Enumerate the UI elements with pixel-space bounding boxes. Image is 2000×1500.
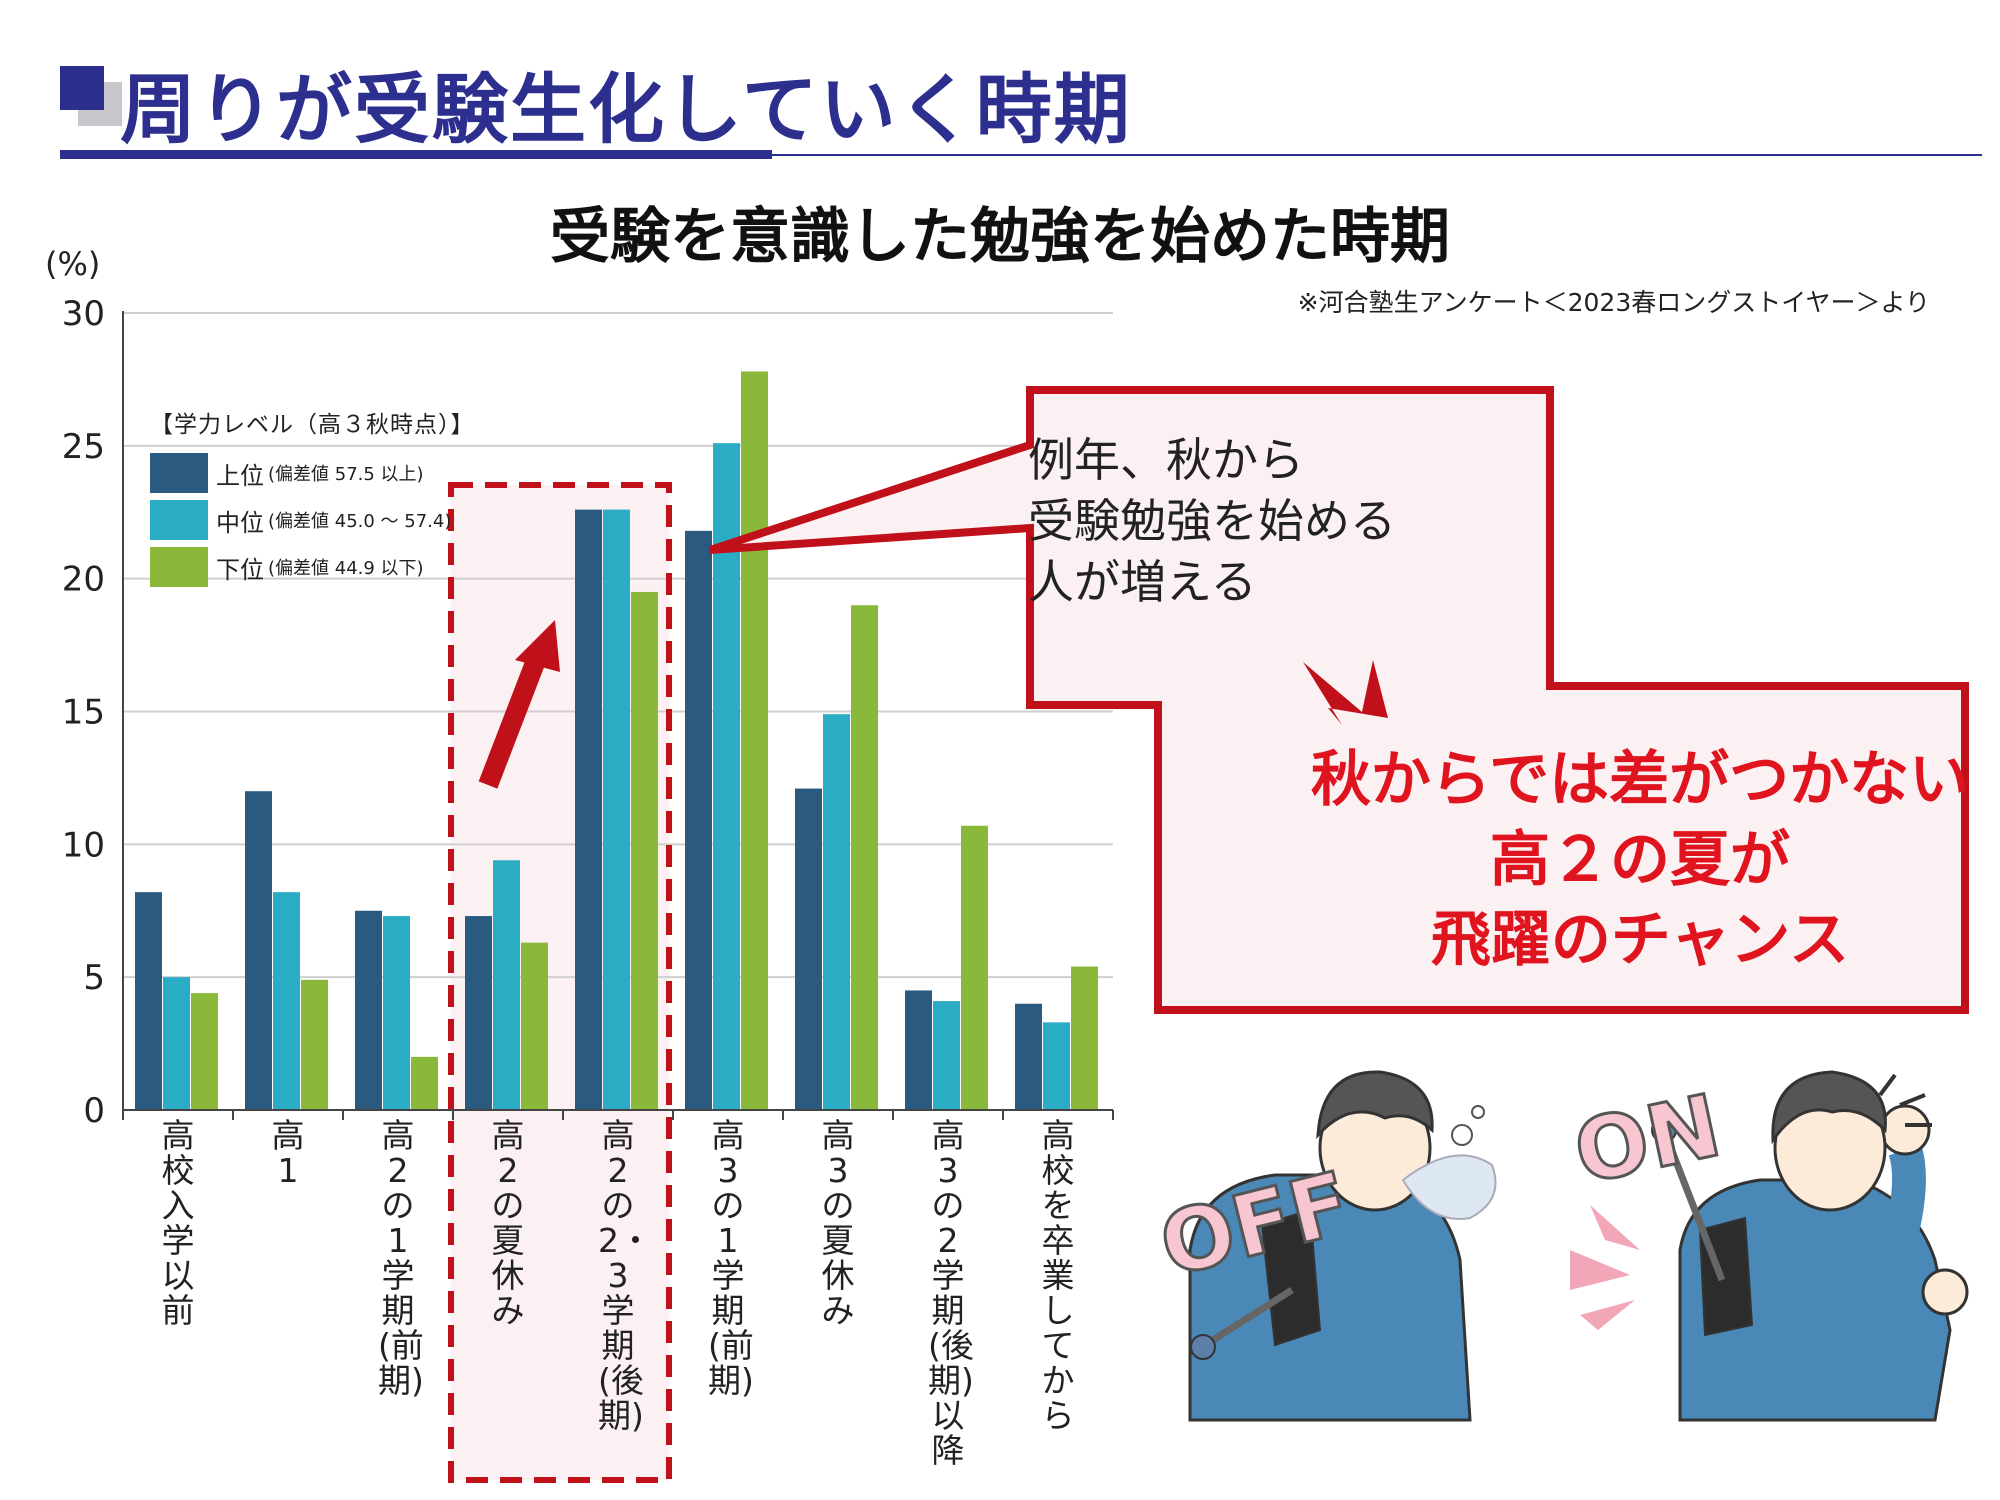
bar (493, 860, 520, 1110)
emphasis-line: 秋からでは差がつかない (1310, 745, 1970, 815)
x-tick-label: 高校を卒業してから (1041, 1116, 1075, 1435)
bar (961, 825, 988, 1110)
legend-label: 中位 (216, 508, 264, 537)
bar (1043, 1022, 1070, 1110)
y-tick-label: 20 (62, 560, 105, 600)
bar (603, 509, 630, 1110)
legend-item: 中位 (偏差値 45.0 ～ 57.4) (150, 500, 475, 540)
x-tick-label: 高3の2学期(後期)以降 (928, 1116, 974, 1470)
callout-emphasis: 秋からでは差がつかない 高２の夏が 飛躍のチャンス (1140, 740, 2000, 980)
y-tick-label: 25 (62, 427, 105, 467)
y-axis-unit: (%) (45, 245, 101, 283)
bar (1071, 966, 1098, 1110)
x-tick-label: 高2の1学期(前期) (378, 1116, 424, 1400)
legend-title: 【学力レベル（高３秋時点）】 (150, 412, 475, 438)
bar (631, 591, 658, 1110)
off-student (1188, 1070, 1497, 1422)
x-tick-label: 高2の夏休み (491, 1116, 525, 1330)
bar (411, 1056, 438, 1110)
bar (355, 910, 382, 1110)
bar (1015, 1003, 1042, 1110)
legend-label: 下位 (216, 555, 264, 584)
up-arrow (478, 646, 550, 789)
x-tick-label: 高2の2・3学期(後期) (598, 1116, 652, 1435)
bar (933, 1001, 960, 1110)
legend-swatch (150, 547, 208, 587)
title-rule (60, 150, 772, 159)
bar (685, 530, 712, 1110)
up-arrow-head (515, 620, 560, 672)
chart-title: 受験を意識した勉強を始めた時期 (550, 202, 1450, 272)
bar (383, 916, 410, 1110)
bar (245, 791, 272, 1110)
y-tick-label: 30 (62, 294, 105, 334)
bar (273, 892, 300, 1110)
slide-title: 周りが受験生化していく時期 (120, 65, 1132, 154)
title-marker (60, 66, 104, 110)
callout-text: 例年、秋から 受験勉強を始める 人が増える (1028, 430, 1396, 613)
bar (465, 916, 492, 1110)
callout-line: 受験勉強を始める (1028, 494, 1396, 548)
bar (741, 371, 768, 1110)
bar (851, 605, 878, 1110)
x-tick-label: 高1 (271, 1116, 305, 1190)
highlight-frame (448, 482, 672, 1483)
x-tick-label: 高3の夏休み (821, 1116, 855, 1330)
legend-swatch (150, 500, 208, 540)
title-rule-thin (772, 154, 1982, 156)
source-note: ※河合塾生アンケート＜2023春ロングストイヤー＞より (1297, 288, 1930, 317)
bar (905, 990, 932, 1110)
legend: 【学力レベル（高３秋時点）】 上位 (偏差値 57.5 以上) 中位 (偏差値 … (150, 405, 475, 594)
legend-detail: (偏差値 57.5 以上) (268, 464, 424, 485)
bar (575, 509, 602, 1110)
bar (301, 979, 328, 1110)
callout-line: 例年、秋から (1028, 433, 1304, 487)
emphasis-line: 飛躍のチャンス (1430, 905, 1850, 975)
legend-item: 上位 (偏差値 57.5 以上) (150, 453, 475, 493)
x-tick-label: 高3の1学期(前期) (708, 1116, 754, 1400)
legend-label: 上位 (216, 461, 264, 490)
legend-detail: (偏差値 44.9 以下) (268, 558, 424, 579)
bar (795, 788, 822, 1110)
on-student (1570, 1070, 1969, 1422)
down-arrow (1303, 660, 1388, 725)
bar (713, 443, 740, 1111)
bar (163, 977, 190, 1110)
y-tick-label: 5 (83, 958, 105, 998)
callout-line: 人が増える (1028, 555, 1257, 609)
emphasis-line: 高２の夏が (1490, 825, 1790, 895)
y-tick-label: 15 (62, 693, 105, 733)
bar (135, 892, 162, 1110)
y-tick-label: 0 (83, 1091, 105, 1131)
legend-swatch (150, 453, 208, 493)
bar (823, 714, 850, 1110)
bar (191, 993, 218, 1110)
legend-detail: (偏差値 45.0 ～ 57.4) (268, 511, 452, 532)
legend-item: 下位 (偏差値 44.9 以下) (150, 547, 475, 587)
x-tick-label: 高校入学以前 (161, 1116, 195, 1330)
bar (521, 942, 548, 1110)
y-tick-label: 10 (62, 825, 105, 865)
